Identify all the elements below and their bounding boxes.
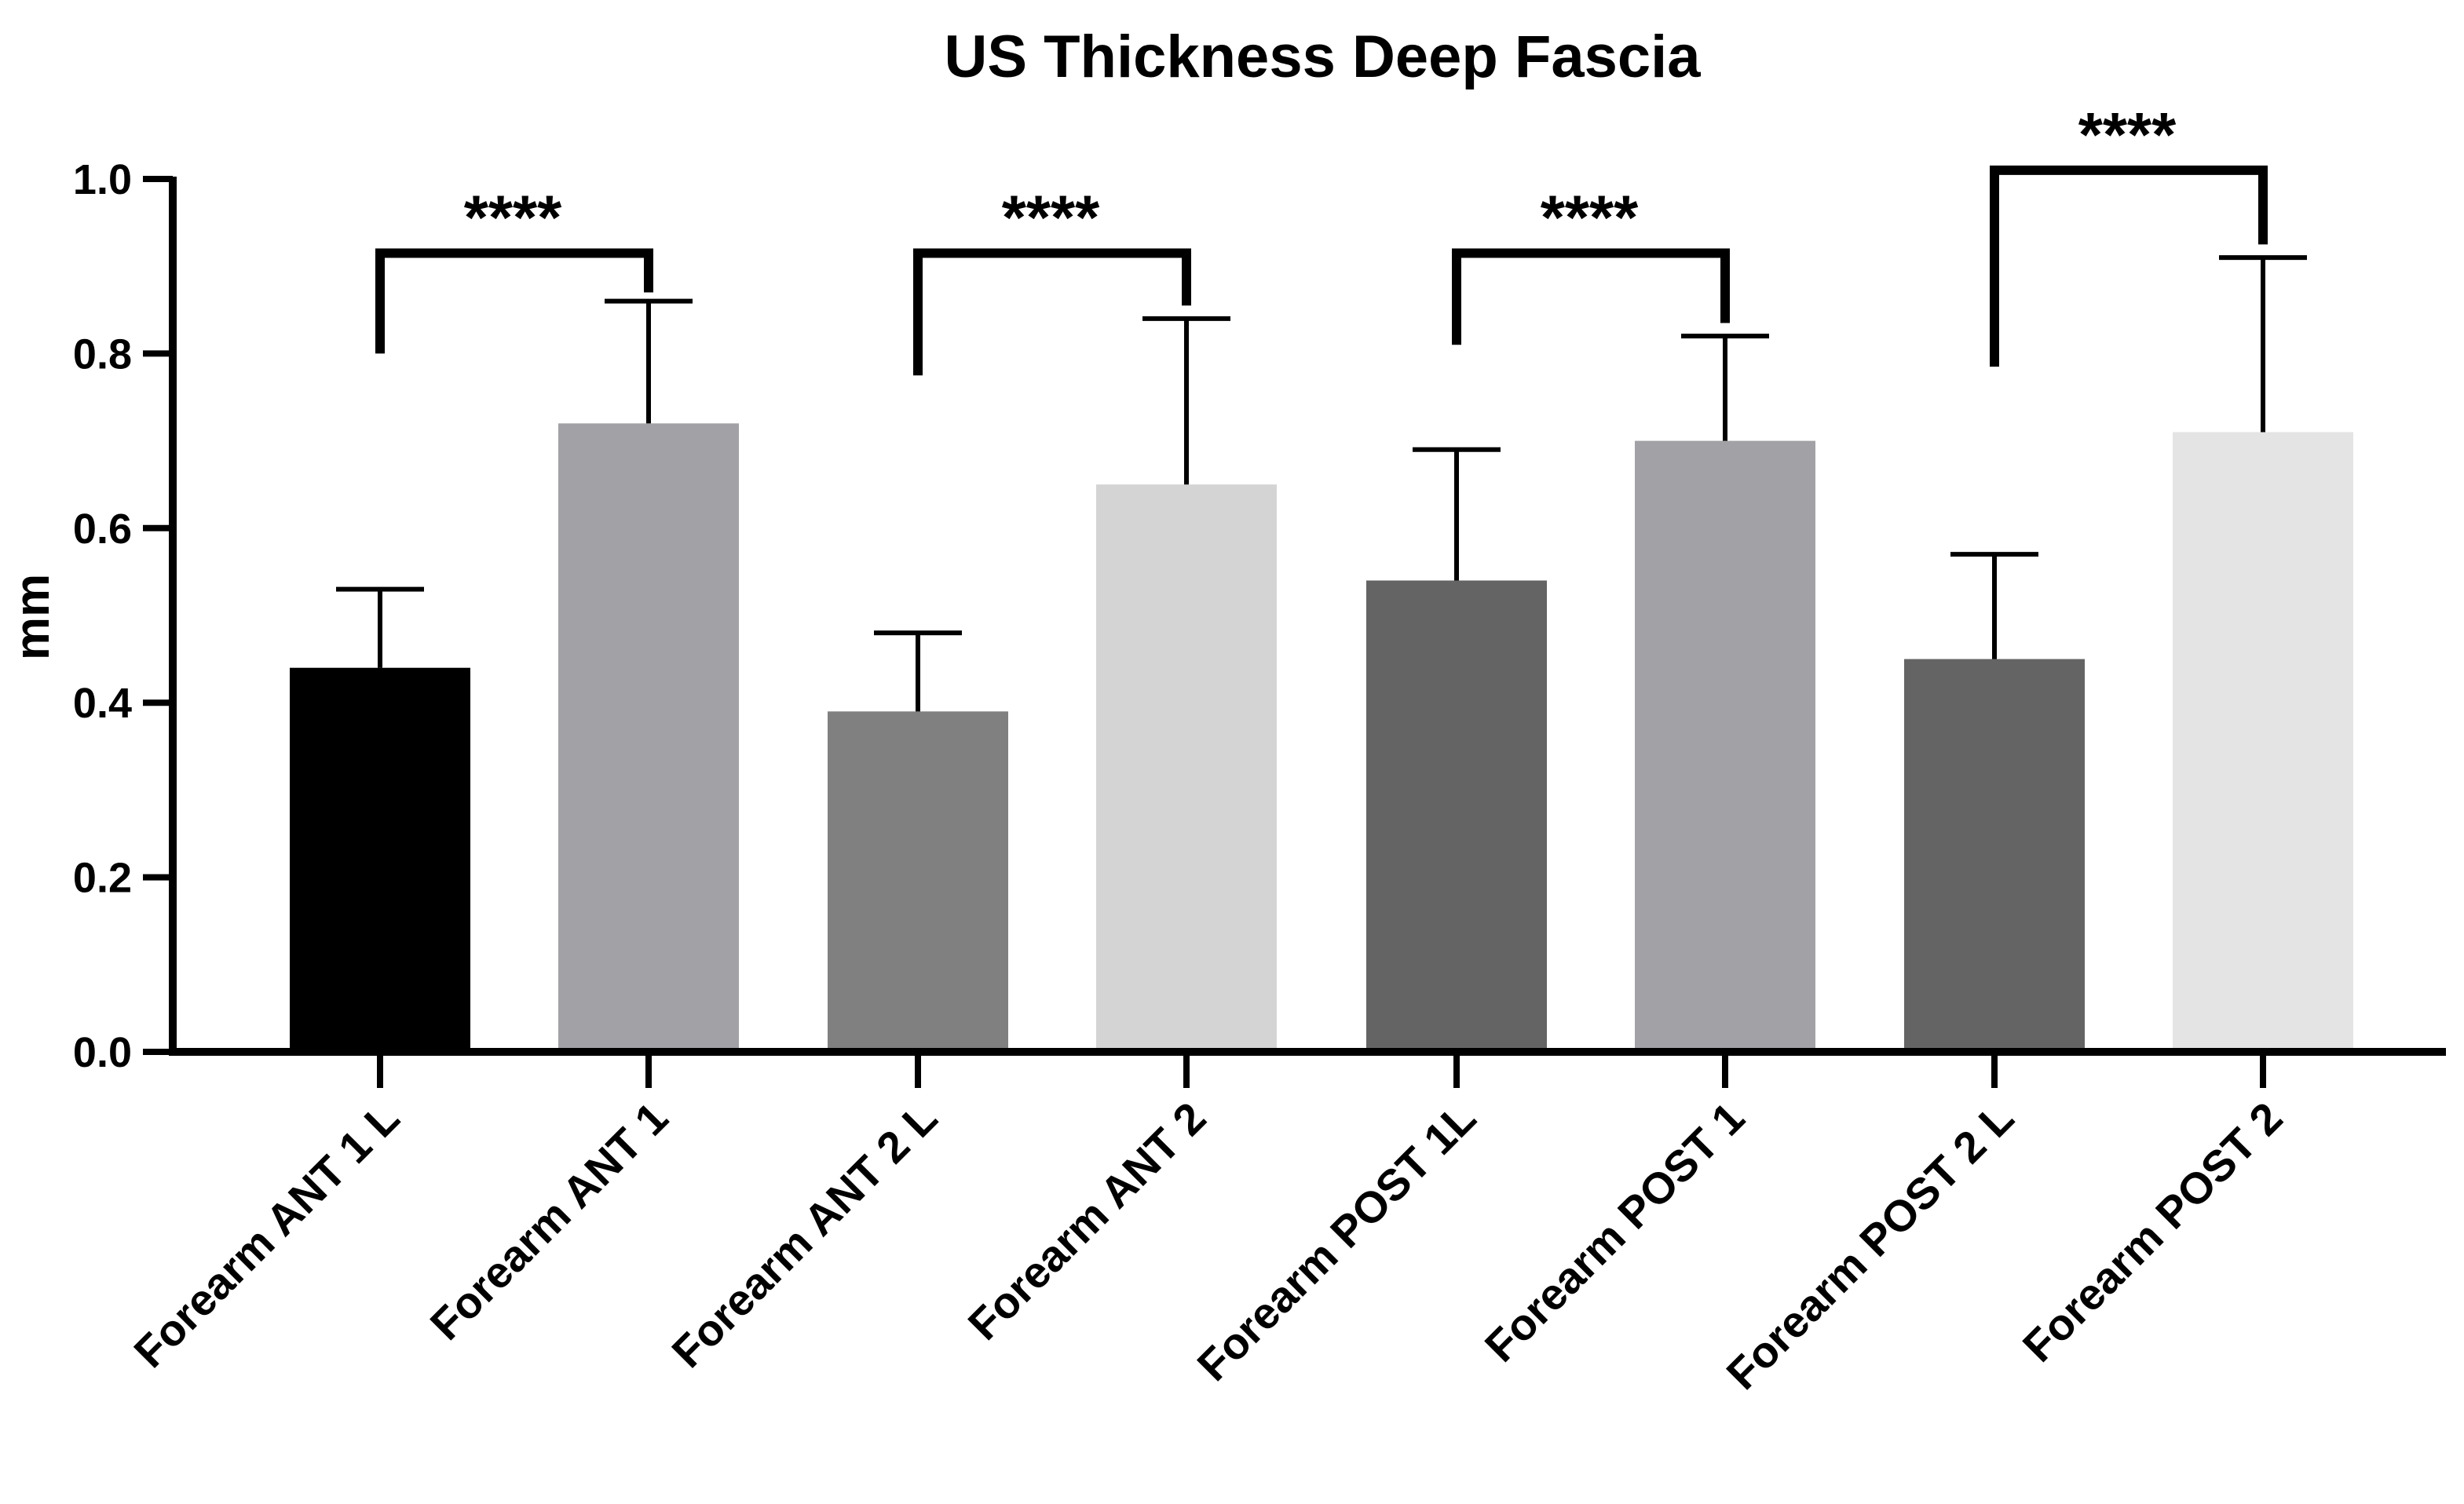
bar-3 (828, 711, 1008, 1052)
x-tick-label-5: Forearm POST 1L (1187, 1093, 1485, 1390)
x-tick-label-4: Forearm ANT 2 (959, 1093, 1216, 1349)
significance-bracket-1 (375, 248, 653, 354)
significance-brackets-group: **** **** **** **** (375, 100, 2268, 376)
x-tick-label-2: Forearm ANT 1 (421, 1093, 678, 1349)
y-axis-label: mm (5, 574, 60, 660)
significance-label-1: **** (464, 183, 562, 253)
bar-1 (290, 667, 470, 1052)
y-tick-label-2: 0.4 (73, 680, 132, 727)
chart-title: US Thickness Deep Fascia (944, 24, 1701, 90)
x-tick-label-7: Forearm POST 2 L (1716, 1093, 2023, 1399)
bar-4 (1096, 484, 1277, 1052)
significance-label-2: **** (1002, 183, 1100, 253)
bar-7 (1904, 659, 2085, 1052)
y-tick-label-4: 0.8 (73, 330, 132, 378)
y-tick-label-5: 1.0 (73, 156, 132, 203)
y-tick-label-0: 0.0 (73, 1029, 132, 1076)
significance-bracket-4 (1990, 165, 2268, 367)
significance-bracket-3 (1452, 248, 1730, 345)
x-tick-label-3: Forearm ANT 2 L (662, 1093, 946, 1377)
bars-group (290, 423, 2353, 1052)
x-tick-label-8: Forearm POST 2 (2013, 1093, 2292, 1371)
significance-bracket-2 (913, 248, 1191, 376)
x-tick-label-6: Forearm POST 1 (1475, 1093, 1754, 1371)
bar-5 (1366, 580, 1547, 1052)
bar-8 (2173, 432, 2353, 1052)
x-tick-label-1: Forearm ANT 1 L (124, 1093, 408, 1377)
bar-6 (1635, 440, 1815, 1052)
significance-label-4: **** (2078, 100, 2177, 170)
y-tick-label-3: 0.6 (73, 506, 132, 553)
y-tick-label-1: 0.2 (73, 855, 132, 902)
error-bars-group (336, 255, 2307, 712)
bar-2 (558, 423, 739, 1052)
significance-label-3: **** (1541, 183, 1639, 253)
